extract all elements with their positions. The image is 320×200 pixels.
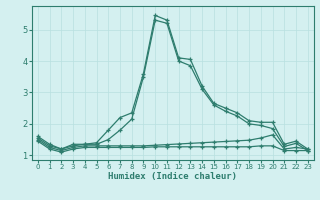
X-axis label: Humidex (Indice chaleur): Humidex (Indice chaleur): [108, 172, 237, 181]
